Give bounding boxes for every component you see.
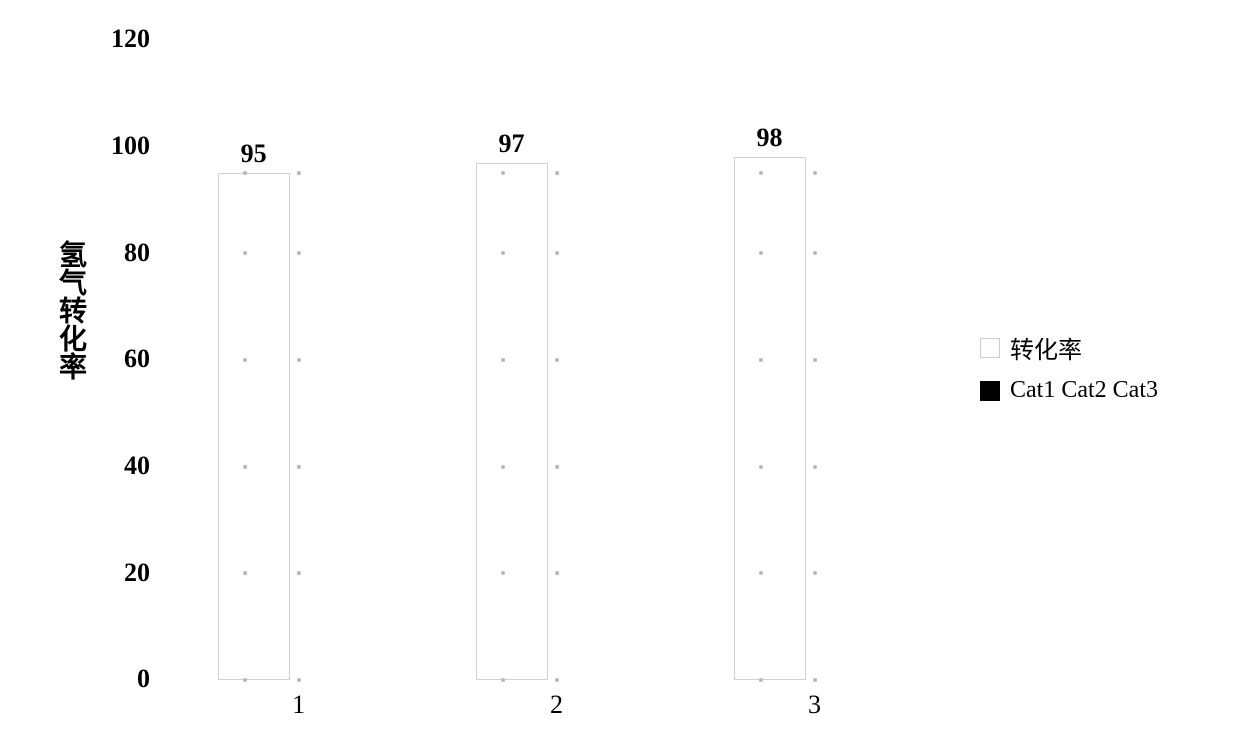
y-tick-label: 60 [90,344,150,374]
texture-dot [297,358,301,362]
x-tick-label: 3 [795,690,835,720]
y-tick-label: 20 [90,558,150,588]
texture-dot [813,358,817,362]
y-tick-label: 40 [90,451,150,481]
data-label: 95 [214,139,294,169]
texture-dot [501,358,505,362]
texture-dot [555,678,559,682]
legend-swatch [980,381,1000,401]
texture-dot [813,171,817,175]
texture-dot [759,358,763,362]
data-label: 98 [730,123,810,153]
x-tick-label: 1 [279,690,319,720]
legend-swatch [980,338,1000,358]
y-tick-label: 120 [90,24,150,54]
texture-dot [759,171,763,175]
x-tick-label: 2 [537,690,577,720]
y-tick-label: 80 [90,238,150,268]
texture-dot [555,465,559,469]
texture-dot [297,171,301,175]
bar-chart: 氢气转化率 转化率 Cat1 Cat2 Cat3 0 20 40 60 80 100 120 9… [0,0,1240,756]
legend-item: Cat1 Cat2 Cat3 [980,377,1158,404]
texture-dot [813,465,817,469]
y-tick-label: 100 [90,131,150,161]
texture-dot [243,465,247,469]
texture-dot [555,251,559,255]
texture-dot [555,358,559,362]
texture-dot [501,678,505,682]
texture-dot [555,171,559,175]
texture-dot [555,571,559,575]
y-axis-title: 氢气转化率 [50,240,90,380]
texture-dot [243,358,247,362]
texture-dot [813,678,817,682]
texture-dot [813,251,817,255]
legend-item: 转化率 [980,330,1158,365]
data-label: 97 [472,129,552,159]
texture-dot [501,465,505,469]
texture-dot [297,251,301,255]
texture-dot [813,571,817,575]
texture-dot [759,678,763,682]
legend-label: Cat1 Cat2 Cat3 [1010,377,1158,404]
texture-dot [759,571,763,575]
legend-label: 转化率 [1010,330,1082,365]
texture-dot [297,465,301,469]
bar [476,163,548,680]
texture-dot [297,571,301,575]
bar [734,157,806,680]
texture-dot [297,678,301,682]
y-tick-label: 0 [90,664,150,694]
bar [218,173,290,680]
texture-dot [243,678,247,682]
legend: 转化率 Cat1 Cat2 Cat3 [980,330,1158,416]
texture-dot [759,465,763,469]
texture-dot [759,251,763,255]
